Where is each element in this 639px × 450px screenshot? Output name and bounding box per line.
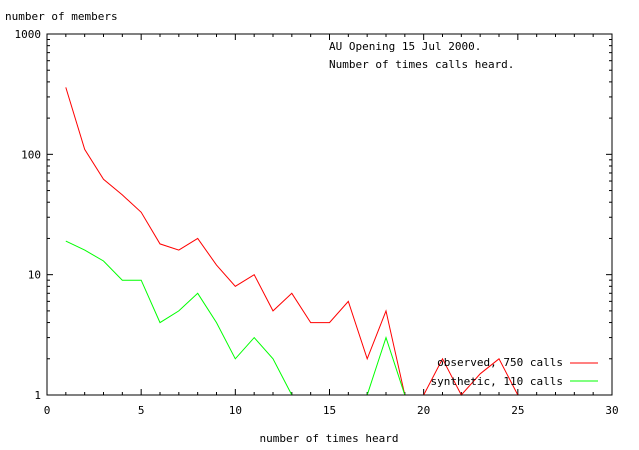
x-tick-label: 30 — [605, 404, 618, 417]
series-line-observed — [65, 87, 612, 396]
x-tick-label: 0 — [44, 404, 51, 417]
legend-label-observed: observed, 750 calls — [437, 356, 563, 369]
x-tick-label: 25 — [511, 404, 524, 417]
chart-title-line-1: AU Opening 15 Jul 2000. — [329, 40, 481, 53]
y-tick-label: 10 — [28, 269, 41, 282]
y-tick-label: 1000 — [15, 28, 42, 41]
x-tick-label: 15 — [323, 404, 336, 417]
x-axis-label: number of times heard — [259, 432, 398, 445]
y-tick-label: 1 — [34, 389, 41, 402]
legend-label-synthetic: synthetic, 110 calls — [431, 375, 563, 388]
plot-frame — [46, 33, 613, 396]
chart-title-line-2: Number of times calls heard. — [329, 58, 514, 71]
x-tick-label: 20 — [417, 404, 430, 417]
x-tick-label: 10 — [229, 404, 242, 417]
legend: observed, 750 calls synthetic, 110 calls — [431, 356, 598, 388]
y-axis-label: number of members — [5, 10, 118, 23]
series-layer — [65, 87, 612, 396]
y-tick-label: 100 — [21, 148, 41, 161]
series-line-synthetic — [65, 240, 612, 396]
x-tick-label: 5 — [138, 404, 145, 417]
